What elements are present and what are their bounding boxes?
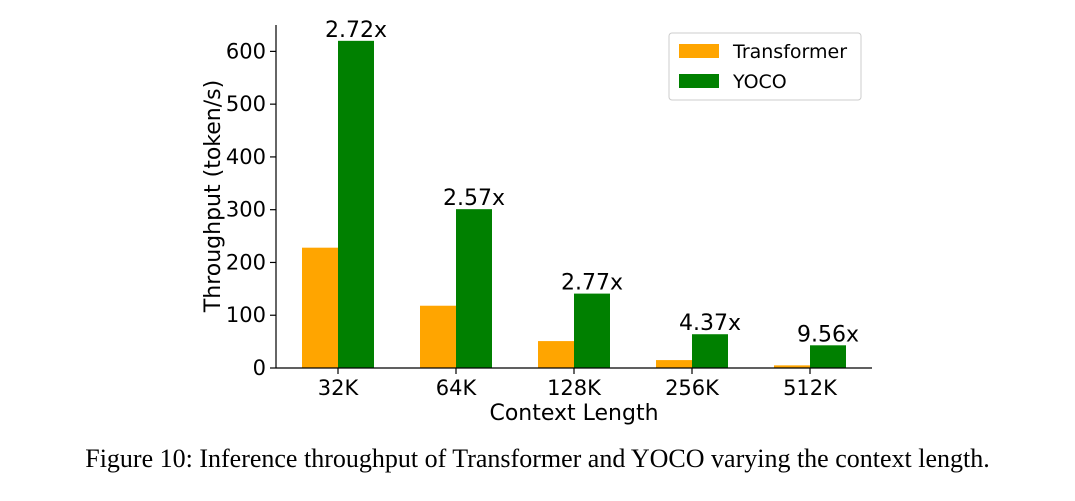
annotations-layer: 2.72x 2.57x 2.77x 4.37x 9.56x (325, 18, 859, 347)
x-ticks: 32K 64K 128K 256K 512K (318, 368, 838, 400)
figure-caption: Figure 10: Inference throughput of Trans… (85, 444, 990, 473)
bar-transformer-32k (302, 247, 338, 368)
bar-transformer-512k (774, 365, 810, 368)
x-tick-label: 256K (665, 376, 720, 400)
x-tick-label: 512K (783, 376, 838, 400)
bar-yoco-64k (456, 209, 492, 368)
legend-label-yoco: YOCO (732, 71, 787, 93)
chart-container: 2.72x 2.57x 2.77x 4.37x 9.56x 0 100 200 300 400 5… (201, 18, 872, 426)
x-tick-label: 128K (547, 376, 602, 400)
bar-transformer-64k (420, 305, 456, 368)
y-tick-label: 0 (253, 356, 266, 380)
speedup-label-64k: 2.57x (443, 186, 505, 211)
y-tick-label: 400 (226, 145, 266, 169)
legend: Transformer YOCO (668, 32, 862, 101)
y-tick-label: 200 (226, 250, 266, 274)
bars-layer (302, 40, 846, 368)
bar-transformer-128k (538, 341, 574, 368)
y-axis-label: Throughput (token/s) (201, 80, 226, 313)
bar-yoco-256k (692, 334, 728, 368)
y-tick-label: 100 (226, 303, 266, 327)
y-tick-label: 600 (226, 39, 266, 63)
legend-label-transformer: Transformer (732, 41, 847, 63)
speedup-label-256k: 4.37x (679, 311, 741, 336)
x-axis-label: Context Length (489, 401, 658, 426)
bar-yoco-512k (810, 345, 846, 368)
y-ticks: 0 100 200 300 400 500 600 (226, 39, 276, 380)
speedup-label-32k: 2.72x (325, 18, 387, 43)
y-tick-label: 500 (226, 92, 266, 116)
speedup-label-128k: 2.77x (561, 271, 623, 296)
speedup-label-512k: 9.56x (797, 322, 859, 347)
x-tick-label: 64K (436, 376, 478, 400)
legend-swatch-transformer (679, 44, 719, 58)
bar-yoco-128k (574, 293, 610, 368)
legend-swatch-yoco (679, 74, 719, 88)
x-tick-label: 32K (318, 376, 360, 400)
bar-yoco-32k (338, 40, 374, 368)
y-tick-label: 300 (226, 198, 266, 222)
bar-chart: 2.72x 2.57x 2.77x 4.37x 9.56x 0 100 200 300 400 5… (201, 18, 872, 426)
bar-transformer-256k (656, 360, 692, 368)
